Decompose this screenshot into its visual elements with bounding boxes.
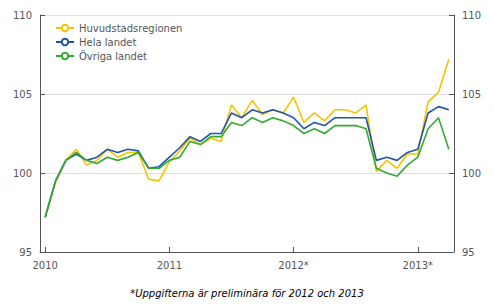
svg-text:Huvudstadsregionen: Huvudstadsregionen xyxy=(79,23,182,34)
svg-text:100: 100 xyxy=(13,168,32,179)
svg-text:105: 105 xyxy=(13,89,32,100)
svg-text:105: 105 xyxy=(462,89,481,100)
svg-text:95: 95 xyxy=(19,247,32,258)
svg-text:95: 95 xyxy=(462,247,475,258)
svg-text:2013*: 2013* xyxy=(403,260,433,271)
svg-text:2010: 2010 xyxy=(32,260,57,271)
svg-text:Hela landet: Hela landet xyxy=(79,37,137,48)
svg-text:110: 110 xyxy=(13,10,32,21)
svg-text:110: 110 xyxy=(462,10,481,21)
svg-text:Övriga landet: Övriga landet xyxy=(79,50,147,62)
svg-text:*Uppgifterna är preliminära fö: *Uppgifterna är preliminära för 2012 och… xyxy=(130,288,364,299)
svg-text:2011: 2011 xyxy=(157,260,182,271)
svg-text:100: 100 xyxy=(462,168,481,179)
svg-text:2012*: 2012* xyxy=(278,260,308,271)
